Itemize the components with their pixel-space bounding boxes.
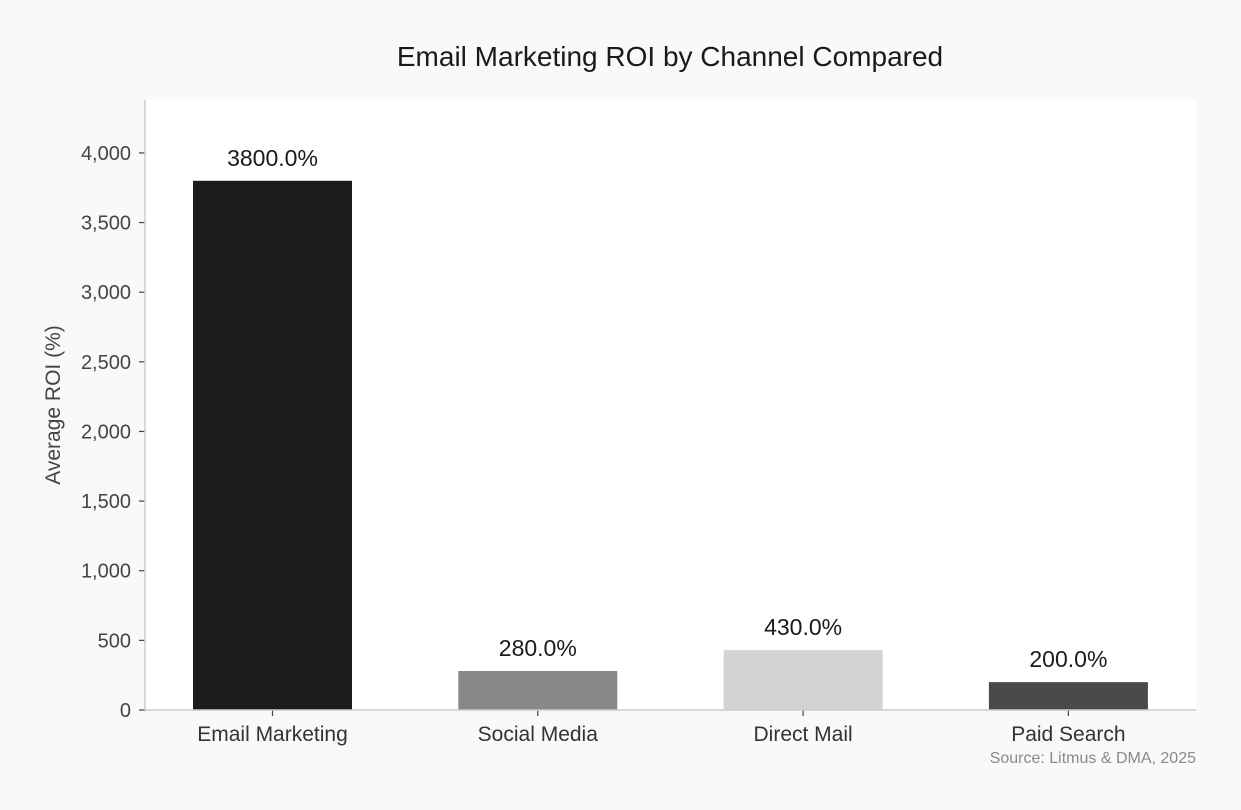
y-tick-label: 0: [120, 700, 131, 722]
y-tick-label: 500: [98, 630, 131, 652]
y-tick-label: 3,500: [81, 213, 131, 235]
y-tick-label: 3,000: [81, 282, 131, 304]
y-tick-label: 2,000: [81, 421, 131, 443]
y-tick-label: 1,500: [81, 491, 131, 513]
y-tick-label: 4,000: [81, 143, 131, 165]
bar-value-label: 3800.0%: [227, 145, 318, 171]
bar: [723, 650, 883, 710]
y-tick-label: 1,000: [81, 561, 131, 583]
source-note: Source: Litmus & DMA, 2025: [990, 750, 1196, 767]
bar-value-label: 430.0%: [764, 614, 842, 640]
bar-value-label: 200.0%: [1029, 646, 1107, 672]
x-tick-label: Paid Search: [1011, 723, 1125, 746]
x-tick-label: Direct Mail: [754, 723, 853, 746]
y-axis-ticks: 0 500 1,000 1,500 2,000 2,500 3,000 3,500 4,000: [81, 143, 145, 722]
chart-title: Email Marketing ROI by Channel Compared: [397, 41, 943, 72]
x-tick-label: Social Media: [478, 723, 599, 746]
y-axis-title: Average ROI (%): [42, 325, 65, 485]
bars: 3800.0% Email Marketing 280.0% Social Media…: [193, 145, 1148, 746]
bar: [458, 671, 618, 710]
bar: [988, 682, 1148, 710]
bar: [193, 180, 352, 711]
y-tick-label: 2,500: [81, 352, 131, 374]
bar-value-label: 280.0%: [499, 635, 577, 661]
x-tick-label: Email Marketing: [197, 723, 348, 746]
